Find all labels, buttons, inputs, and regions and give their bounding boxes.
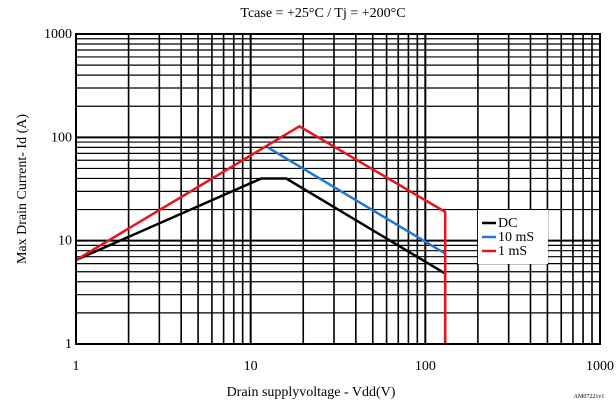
series-line-1-ms: [75, 124, 447, 344]
series-line-dc: [75, 177, 447, 344]
x-tick-labels: 1 10 100 1000: [73, 359, 615, 374]
x-tick-label: 1: [73, 359, 80, 374]
x-axis-label: Drain supplyvoltage - Vdd(V): [227, 385, 396, 400]
chart-title: Tcase = +25°C / Tj = +200°C: [240, 6, 405, 21]
y-axis-label: Max Drain Current- Id (A): [15, 114, 30, 264]
legend-label-1ms: 1 mS: [498, 244, 527, 259]
y-tick-label: 1: [65, 337, 72, 352]
y-tick-labels: 1 10 100 1000: [44, 27, 72, 352]
x-tick-label: 1000: [586, 359, 614, 374]
y-tick-label: 10: [58, 234, 72, 249]
y-tick-label: 1000: [44, 27, 72, 42]
series-lines: [75, 124, 447, 344]
legend: DC 10 mS 1 mS: [478, 210, 548, 264]
grid: [75, 34, 600, 345]
legend-label-10ms: 10 mS: [498, 230, 534, 245]
x-tick-label: 10: [244, 359, 258, 374]
x-tick-label: 100: [415, 359, 436, 374]
figure-code: AM07221v1: [574, 394, 605, 400]
series-line-10-ms: [266, 146, 446, 255]
legend-label-dc: DC: [498, 216, 517, 231]
plot-frame: [75, 33, 601, 345]
y-tick-label: 100: [51, 130, 72, 145]
